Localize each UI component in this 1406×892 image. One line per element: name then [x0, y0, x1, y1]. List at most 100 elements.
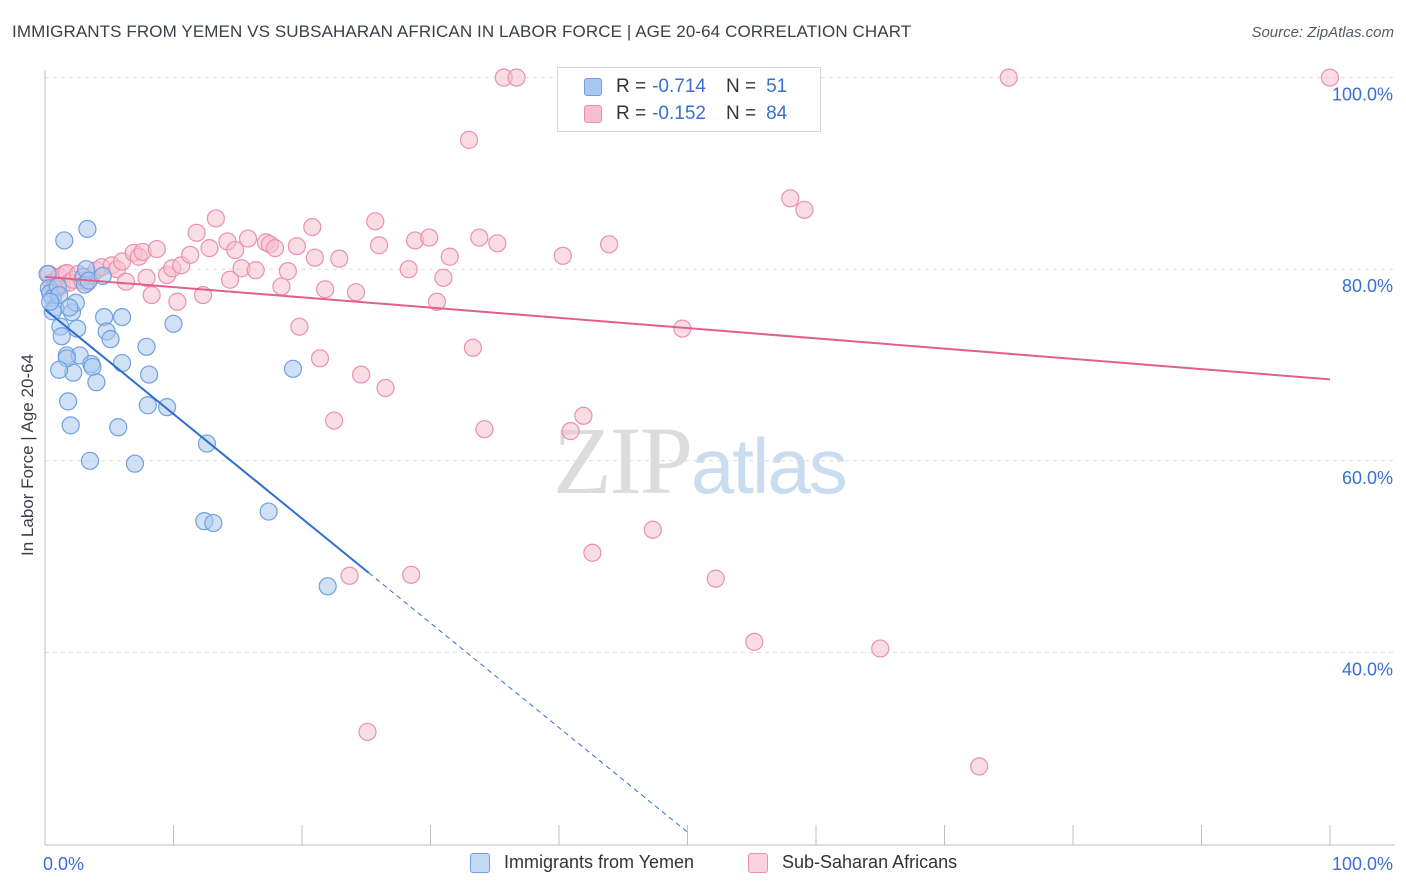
point-subsaharan: [193, 285, 213, 305]
point-yemen: [112, 353, 132, 373]
point-yemen: [50, 360, 69, 379]
point-yemen: [204, 513, 223, 533]
point-yemen: [138, 396, 157, 415]
legend-row-yemen: R = -0.714 N = 51: [584, 75, 787, 99]
point-subsaharan: [238, 229, 258, 248]
point-yemen: [83, 357, 102, 377]
y-tick-label: 40.0%: [1342, 659, 1393, 679]
point-subsaharan: [278, 262, 297, 281]
point-yemen: [137, 337, 156, 356]
point-subsaharan: [470, 228, 489, 247]
point-subsaharan: [420, 228, 439, 247]
point-yemen: [59, 392, 78, 411]
point-yemen: [101, 330, 120, 349]
point-subsaharan: [303, 217, 322, 237]
point-yemen: [112, 308, 132, 327]
point-yemen: [318, 577, 337, 596]
point-yemen: [60, 298, 79, 317]
point-subsaharan: [488, 234, 507, 253]
point-subsaharan: [706, 569, 725, 588]
y-tick-label: 100.0%: [1332, 85, 1393, 105]
y-tick-label: 60.0%: [1342, 468, 1393, 488]
legend-r-label: R =: [616, 76, 647, 97]
point-subsaharan: [427, 292, 447, 311]
legend-n-value: 51: [766, 76, 788, 97]
point-subsaharan: [290, 317, 309, 336]
legend-n-label: N =: [725, 76, 757, 97]
point-yemen: [41, 292, 60, 311]
point-subsaharan: [200, 239, 219, 258]
point-subsaharan: [305, 248, 324, 267]
point-subsaharan: [781, 189, 800, 208]
point-subsaharan: [246, 261, 265, 280]
point-subsaharan: [376, 378, 395, 398]
point-subsaharan: [226, 240, 245, 260]
legend-swatch-yemen: [470, 852, 490, 873]
x-tick-label: 100.0%: [1332, 854, 1393, 874]
point-subsaharan: [287, 237, 306, 256]
x-tick-label: 0.0%: [43, 854, 84, 874]
point-subsaharan: [1320, 68, 1340, 87]
point-yemen: [78, 219, 97, 239]
point-subsaharan: [310, 349, 330, 368]
point-subsaharan: [999, 68, 1018, 87]
trendline-subsaharan: [44, 275, 1331, 381]
point-subsaharan: [325, 411, 344, 430]
point-subsaharan: [402, 565, 421, 584]
point-subsaharan: [265, 239, 285, 258]
point-subsaharan: [330, 249, 349, 268]
legend-n-value: 84: [766, 103, 788, 124]
point-subsaharan: [366, 212, 385, 231]
point-subsaharan: [116, 272, 136, 291]
point-yemen: [164, 314, 183, 333]
point-subsaharan: [475, 420, 494, 439]
point-subsaharan: [147, 239, 166, 259]
point-subsaharan: [358, 722, 377, 742]
point-subsaharan: [561, 422, 580, 441]
legend-swatch-yemen: [584, 78, 602, 96]
point-subsaharan: [574, 406, 593, 425]
point-subsaharan: [352, 365, 371, 384]
point-subsaharan: [399, 260, 418, 279]
point-yemen: [80, 451, 100, 470]
y-tick-label: 80.0%: [1342, 276, 1393, 296]
point-subsaharan: [316, 280, 335, 299]
point-subsaharan: [272, 277, 291, 296]
legend-swatch-subsaharan: [748, 852, 768, 873]
point-subsaharan: [220, 270, 240, 289]
point-subsaharan: [370, 236, 389, 255]
legend-r-label: R =: [616, 103, 647, 124]
point-subsaharan: [142, 285, 161, 305]
point-subsaharan: [583, 543, 602, 562]
series-legend: Immigrants from Yemen Sub-Saharan Africa…: [0, 850, 1406, 878]
trendline-yemen-extension: [368, 572, 688, 833]
point-yemen: [52, 327, 71, 346]
point-yemen: [259, 502, 278, 521]
chart-title: IMMIGRANTS FROM YEMEN VS SUBSAHARAN AFRI…: [12, 22, 912, 41]
point-subsaharan: [507, 68, 526, 87]
point-yemen: [125, 454, 145, 473]
point-yemen: [55, 231, 74, 250]
y-axis-label: In Labor Force | Age 20-64: [18, 354, 37, 556]
point-subsaharan: [795, 200, 814, 219]
point-subsaharan: [440, 247, 459, 266]
legend-label-yemen: Immigrants from Yemen: [504, 852, 695, 872]
legend-r-value: -0.714: [652, 76, 706, 97]
point-subsaharan: [340, 566, 359, 585]
legend-item-subsaharan: Sub-Saharan Africans: [748, 852, 957, 873]
point-subsaharan: [206, 209, 226, 228]
point-subsaharan: [168, 292, 187, 311]
point-subsaharan: [970, 757, 989, 776]
point-subsaharan: [463, 338, 483, 357]
point-yemen: [87, 373, 106, 392]
point-yemen: [61, 416, 80, 435]
legend-n-label: N =: [725, 103, 757, 124]
point-subsaharan: [745, 632, 764, 651]
correlation-legend: R = -0.714 N = 51 R = -0.152 N = 84: [557, 67, 821, 132]
point-subsaharan: [137, 268, 156, 287]
legend-r-value: -0.152: [652, 103, 706, 124]
legend-item-yemen: Immigrants from Yemen: [470, 852, 694, 873]
point-yemen: [139, 365, 159, 384]
point-subsaharan: [643, 520, 662, 539]
